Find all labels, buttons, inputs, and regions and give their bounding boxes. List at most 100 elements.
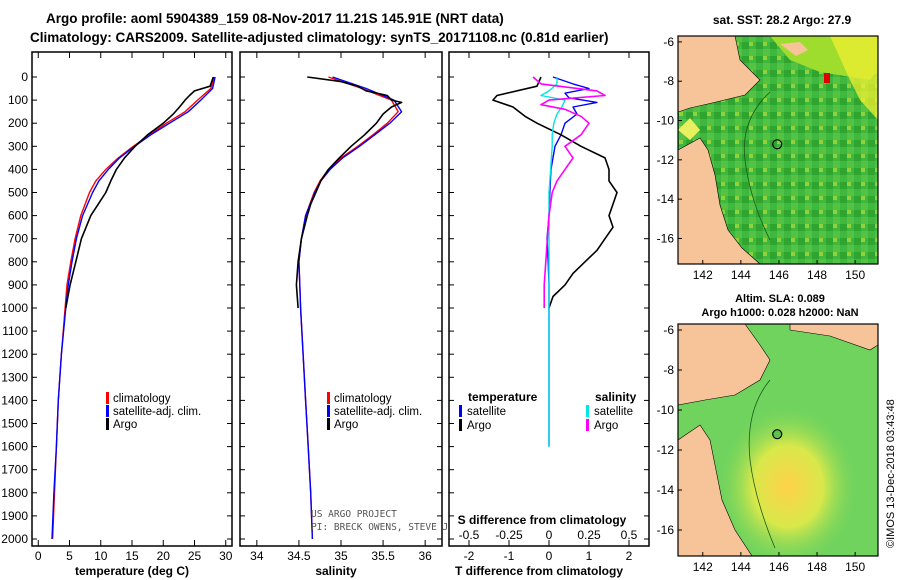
diff-legend-t-sat-swatch <box>459 405 462 417</box>
credit-line-1: US ARGO PROJECT <box>311 509 397 520</box>
depth-tick-label: 2000 <box>1 532 28 546</box>
sst-map: sat. SST: 28.2 Argo: 27.9 142 144 146 148 15… <box>657 13 879 282</box>
x-tick-label: 2 <box>626 549 633 563</box>
legend-satellite-swatch <box>106 405 109 417</box>
depth-tick-label: 300 <box>8 139 28 153</box>
temperature-panel: 0100200300400500600700800900100011001200… <box>1 51 233 578</box>
depth-tick-label: 1700 <box>1 463 28 477</box>
title-line-1: Argo profile: aoml 5904389_159 08-Nov-20… <box>46 11 504 26</box>
map-lon-label: 146 <box>769 268 789 282</box>
sst-map-frame <box>677 35 879 265</box>
x-tick-label: 25 <box>188 549 202 563</box>
diff-legend-s-sat-swatch <box>586 405 589 417</box>
sal-legend-satellite-swatch <box>327 405 330 417</box>
map-lat-label: -10 <box>657 114 675 128</box>
sst-contour <box>743 91 771 241</box>
sla-float-marker <box>772 429 783 440</box>
sst-map-title: sat. SST: 28.2 Argo: 27.9 <box>713 13 852 27</box>
map-lat-label: -6 <box>663 35 674 49</box>
salinity-panel: 34 34.5 35 35.5 36 salinity climatology sate… <box>239 51 551 578</box>
diff-legend-t-satellite: satellite <box>467 406 506 418</box>
map-lon-label: 142 <box>693 560 713 574</box>
map-lon-label: 150 <box>845 268 865 282</box>
legend-temperature-title: temperature <box>468 390 538 404</box>
depth-tick-label: 900 <box>8 278 28 292</box>
depth-tick-label: 1400 <box>1 393 28 407</box>
map-lat-label: -8 <box>663 74 674 88</box>
map-lat-label: -12 <box>657 153 675 167</box>
imos-stamp: ©IMOS 13-Dec-2018 03:43:48 <box>885 399 897 548</box>
depth-tick-label: 700 <box>8 232 28 246</box>
x-tick-label: 30 <box>219 549 233 563</box>
depth-tick-label: 1200 <box>1 347 28 361</box>
map-lat-label: -16 <box>657 523 675 537</box>
sst-land-png <box>677 35 761 113</box>
sla-land-png <box>677 323 771 406</box>
credit-line-2: PI: BRECK OWENS, STEVE JAYNE, P.E. ROBBI… <box>311 522 551 533</box>
sst-red-pixel <box>824 73 830 83</box>
sst-yellow-patch <box>678 118 700 140</box>
map-lat-label: -8 <box>663 363 674 377</box>
x-tick-label: 10 <box>94 549 108 563</box>
depth-tick-label: 1300 <box>1 370 28 384</box>
salinity-legend: climatology satellite-adj. clim. Argo <box>327 392 422 431</box>
legend-climatology: climatology <box>113 393 171 405</box>
legend-climatology-swatch <box>106 392 109 404</box>
series-satellite-adj-clim- <box>298 76 403 540</box>
sal-legend-argo-swatch <box>327 418 330 430</box>
diff-legend-t-argo-swatch <box>459 419 462 431</box>
depth-tick-label: 0 <box>21 70 28 84</box>
temperature-legend: climatology satellite-adj. clim. Argo <box>106 392 201 431</box>
sst-land-island <box>780 42 808 56</box>
x-tick-label: 35.5 <box>371 549 395 563</box>
depth-tick-label: 1800 <box>1 486 28 500</box>
legend-argo: Argo <box>113 419 137 431</box>
map-lat-label: -14 <box>657 483 675 497</box>
depth-tick-label: 600 <box>8 209 28 223</box>
x-tick-label: -1 <box>504 549 515 563</box>
sal-diff-tick-label: -0.25 <box>495 528 523 542</box>
depth-tick-label: 800 <box>8 255 28 269</box>
map-lon-label: 144 <box>731 560 751 574</box>
series-satellite-adj-clim- <box>51 76 216 540</box>
temperature-xlabel: temperature (deg C) <box>75 564 189 578</box>
x-tick-label: 0 <box>35 549 42 563</box>
x-tick-label: 0 <box>546 549 553 563</box>
sla-map-frame <box>677 323 879 557</box>
map-lat-label: -14 <box>657 192 675 206</box>
difference-xlabel-top: S difference from climatology <box>458 513 627 527</box>
sal-legend-climatology-swatch <box>327 392 330 404</box>
x-tick-label: 34 <box>250 549 264 563</box>
map-lat-label: -10 <box>657 403 675 417</box>
depth-tick-label: 1500 <box>1 417 28 431</box>
map-lon-label: 150 <box>845 560 865 574</box>
x-tick-label: 34.5 <box>287 549 311 563</box>
depth-tick-label: 500 <box>8 186 28 200</box>
depth-tick-label: 1000 <box>1 301 28 315</box>
diff-legend-t-argo: Argo <box>467 420 491 432</box>
diff-legend-s-satellite: satellite <box>594 406 633 418</box>
series-s-argo <box>532 76 606 308</box>
diff-legend-s-argo-swatch <box>586 419 589 431</box>
depth-tick-label: 1900 <box>1 509 28 523</box>
map-lon-label: 146 <box>769 560 789 574</box>
sst-warm-north <box>678 36 878 80</box>
map-lon-label: 148 <box>807 268 827 282</box>
sla-map-title-2: Argo h1000: 0.028 h2000: NaN <box>701 307 858 319</box>
map-lat-label: -16 <box>657 231 675 245</box>
legend-salinity-title: salinity <box>595 390 637 404</box>
sst-float-marker <box>772 139 783 150</box>
series-argo <box>65 76 215 309</box>
x-tick-label: 5 <box>66 549 73 563</box>
series-t-argo <box>492 76 618 309</box>
diff-legend-s-argo: Argo <box>594 420 618 432</box>
depth-tick-label: 400 <box>8 162 28 176</box>
depth-tick-label: 1600 <box>1 440 28 454</box>
x-tick-label: 20 <box>157 549 171 563</box>
x-tick-label: 1 <box>586 549 593 563</box>
x-tick-label: -2 <box>464 549 475 563</box>
difference-xlabel: T difference from climatology <box>455 564 623 578</box>
sal-diff-tick-label: 0.25 <box>577 528 601 542</box>
difference-panel: -2 -1 0 1 2 T difference from climatology S … <box>448 51 650 578</box>
